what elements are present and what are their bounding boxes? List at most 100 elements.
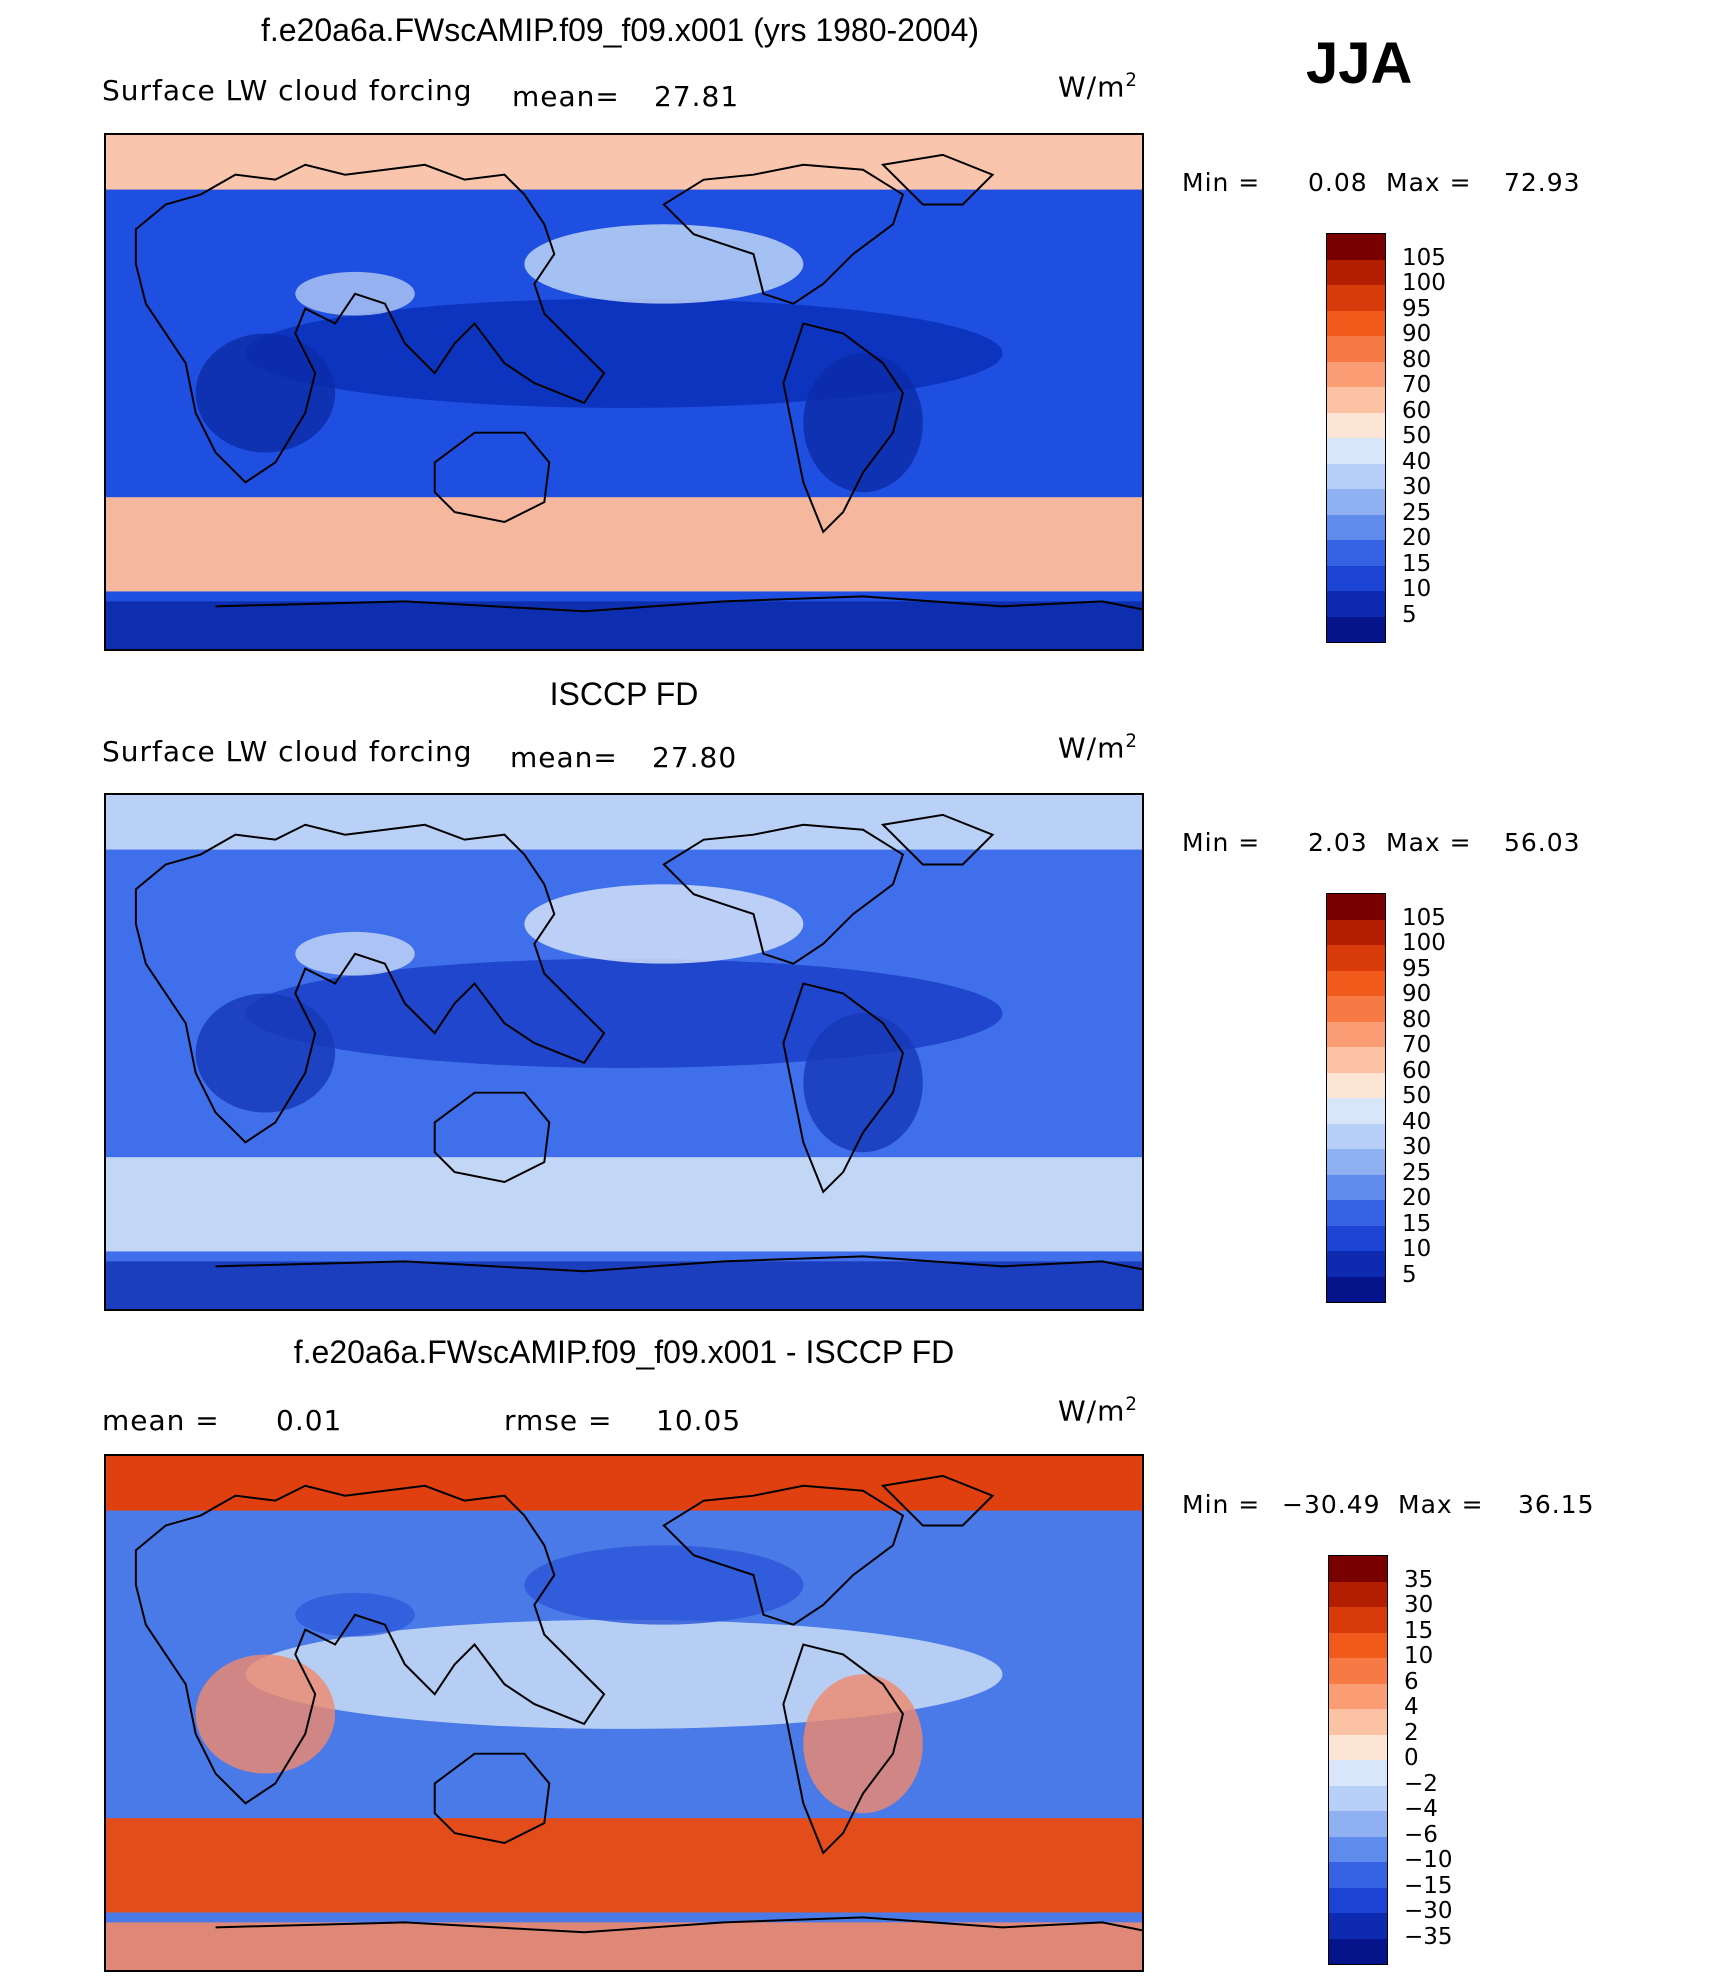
- colorbar-tick-label: 25: [1402, 1159, 1432, 1186]
- panel2-variable: Surface LW cloud forcing: [102, 735, 473, 768]
- colorbar-tick-label: 95: [1402, 295, 1432, 322]
- colorbar-segment: [1327, 591, 1385, 617]
- panel1-field: [106, 135, 1142, 649]
- panel2-max-label: Max =: [1386, 828, 1472, 857]
- colorbar-segment: [1329, 1607, 1387, 1633]
- colorbar-tick-label: 30: [1402, 474, 1432, 500]
- panel3-rmse-label: rmse =: [504, 1404, 613, 1437]
- panel2-field: [106, 795, 1142, 1309]
- colorbar-segment: [1327, 945, 1385, 971]
- panel1-max-value: 72.93: [1504, 168, 1581, 197]
- colorbar-tick-label: 2: [1404, 1719, 1419, 1746]
- colorbar-segment: [1329, 1683, 1387, 1709]
- colorbar-segment: [1329, 1913, 1387, 1939]
- colorbar-segment: [1327, 1174, 1385, 1200]
- colorbar-tick-label: 10: [1402, 576, 1432, 602]
- colorbar-segment: [1327, 894, 1385, 920]
- colorbar-tick-label: 10: [1402, 1236, 1432, 1262]
- colorbar-segment: [1329, 1734, 1387, 1760]
- colorbar-segment: [1327, 1251, 1385, 1277]
- colorbar-segment: [1327, 336, 1385, 362]
- colorbar-tick-label: 4: [1404, 1694, 1419, 1720]
- colorbar-segment: [1329, 1887, 1387, 1913]
- panel3-map: [104, 1454, 1144, 1972]
- panel3-max-label: Max =: [1398, 1490, 1484, 1519]
- colorbar-tick-label: 0: [1404, 1745, 1419, 1771]
- colorbar-tick-label: 90: [1402, 321, 1432, 347]
- colorbar-tick-label: 20: [1402, 525, 1432, 551]
- colorbar-segment: [1329, 1836, 1387, 1862]
- colorbar-tick-label: 6: [1404, 1668, 1419, 1695]
- panel1-map: [104, 133, 1144, 651]
- colorbar-segment: [1327, 540, 1385, 566]
- colorbar-tick-label: 5: [1402, 601, 1417, 628]
- panel3-rmse-value: 10.05: [656, 1404, 742, 1437]
- colorbar-segment: [1327, 1123, 1385, 1149]
- colorbar-tick-label: −2: [1404, 1770, 1438, 1797]
- panel2-mean-label: mean=: [510, 741, 618, 774]
- colorbar-tick-label: 90: [1402, 981, 1432, 1007]
- colorbar-segment: [1329, 1811, 1387, 1837]
- colorbar-segment: [1327, 1276, 1385, 1302]
- panel1-variable: Surface LW cloud forcing: [102, 74, 473, 107]
- colorbar-tick-label: −4: [1404, 1796, 1438, 1822]
- colorbar-tick-label: 60: [1402, 397, 1432, 424]
- panel2-units: W/m2: [1058, 731, 1138, 765]
- panel2-min-value: 2.03: [1308, 828, 1368, 857]
- colorbar-segment: [1327, 412, 1385, 438]
- colorbar-segment: [1327, 970, 1385, 996]
- colorbar-tick-label: 5: [1402, 1261, 1417, 1288]
- colorbar-tick-label: −30: [1404, 1898, 1453, 1924]
- colorbar-tick-label: 15: [1402, 1210, 1432, 1237]
- panel1-mean-label: mean=: [512, 80, 620, 113]
- colorbar-segment: [1327, 996, 1385, 1022]
- colorbar-segment: [1329, 1632, 1387, 1658]
- colorbar-tick-label: 100: [1402, 270, 1446, 296]
- colorbar-segment: [1327, 438, 1385, 464]
- panel3-mean-value: 0.01: [276, 1404, 343, 1437]
- colorbar-tick-label: 105: [1402, 244, 1446, 271]
- colorbar-segment: [1329, 1938, 1387, 1964]
- panel2-title: ISCCP FD: [549, 676, 699, 712]
- panel2-max-value: 56.03: [1504, 828, 1581, 857]
- colorbar-tick-label: 20: [1402, 1185, 1432, 1211]
- colorbar-segment: [1327, 919, 1385, 945]
- panel1-mean-value: 27.81: [654, 80, 740, 113]
- colorbar-segment: [1327, 1098, 1385, 1124]
- colorbar-tick-label: 100: [1402, 930, 1446, 956]
- colorbar-tick-label: 70: [1402, 372, 1432, 398]
- panel3-min-label: Min =: [1182, 1490, 1261, 1519]
- colorbar-tick-label: 40: [1402, 448, 1432, 475]
- panel1-units: W/m2: [1058, 70, 1138, 104]
- colorbar-segment: [1329, 1556, 1387, 1582]
- panel3-colorbar: [1328, 1555, 1388, 1965]
- colorbar-segment: [1329, 1581, 1387, 1607]
- colorbar-tick-label: 10: [1404, 1643, 1434, 1669]
- panel3-field: [106, 1456, 1142, 1970]
- colorbar-segment: [1327, 361, 1385, 387]
- colorbar-segment: [1327, 259, 1385, 285]
- colorbar-segment: [1327, 1200, 1385, 1226]
- panel3-max-value: 36.15: [1518, 1490, 1595, 1519]
- colorbar-tick-label: −6: [1404, 1821, 1438, 1848]
- colorbar-tick-label: 95: [1402, 955, 1432, 982]
- panel2-map: [104, 793, 1144, 1311]
- colorbar-tick-label: 30: [1404, 1592, 1434, 1618]
- panel2-colorbar: [1326, 893, 1386, 1303]
- colorbar-tick-label: 35: [1404, 1566, 1434, 1593]
- colorbar-tick-label: 50: [1402, 1083, 1432, 1109]
- colorbar-segment: [1327, 489, 1385, 515]
- colorbar-segment: [1329, 1785, 1387, 1811]
- colorbar-segment: [1327, 310, 1385, 336]
- panel1-title: f.e20a6a.FWscAMIP.f09_f09.x001 (yrs 1980…: [260, 12, 980, 48]
- panel1-min-value: 0.08: [1308, 168, 1368, 197]
- colorbar-tick-label: −10: [1404, 1847, 1453, 1873]
- colorbar-tick-label: −35: [1404, 1923, 1453, 1950]
- panel1-colorbar: [1326, 233, 1386, 643]
- colorbar-segment: [1327, 1072, 1385, 1098]
- colorbar-tick-label: 15: [1402, 550, 1432, 577]
- colorbar-segment: [1327, 616, 1385, 642]
- panel3-mean-label: mean =: [102, 1404, 220, 1437]
- colorbar-tick-label: 70: [1402, 1032, 1432, 1058]
- panel2-mean-value: 27.80: [652, 741, 738, 774]
